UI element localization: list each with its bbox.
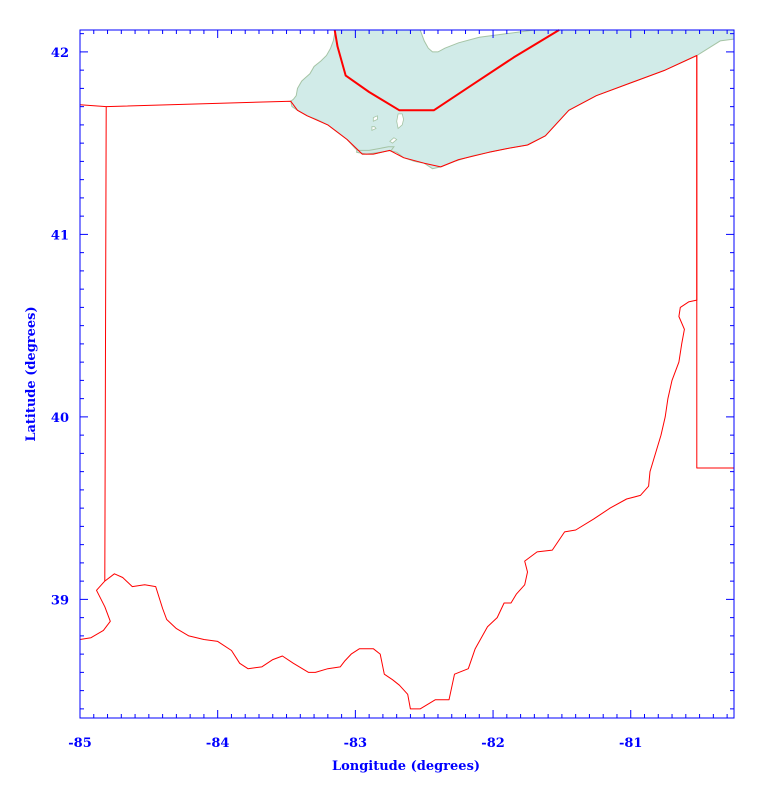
axis-ticks [79,30,734,718]
island [396,113,405,130]
x-tick-label: -83 [344,736,368,751]
ohio-state-boundary [104,55,698,710]
y-tick-label: 39 [51,593,69,608]
island [371,126,377,132]
pa-wv-line [696,55,734,469]
y-tick-label: 40 [51,411,69,426]
us-canada-lake-border [333,29,560,112]
y-tick-labels: 39 40 41 42 [51,46,69,608]
x-tick-label: -84 [206,736,230,751]
island [372,115,378,122]
x-tick-label: -81 [619,736,643,751]
indiana-ohio-line [79,104,107,582]
indiana-kentucky-line [79,580,111,640]
plot-frame [79,29,735,719]
y-tick-label: 41 [51,228,69,243]
x-tick-labels: -85 -84 -83 -82 -81 [68,736,642,751]
y-tick-label: 42 [51,46,69,61]
x-tick-label: -82 [481,736,505,751]
x-axis-label: Longitude (degrees) [332,759,480,774]
islands [371,113,405,144]
plot-area [79,29,735,710]
y-axis-label: Latitude (degrees) [24,306,39,441]
island [389,137,398,144]
x-tick-label: -85 [68,736,92,751]
